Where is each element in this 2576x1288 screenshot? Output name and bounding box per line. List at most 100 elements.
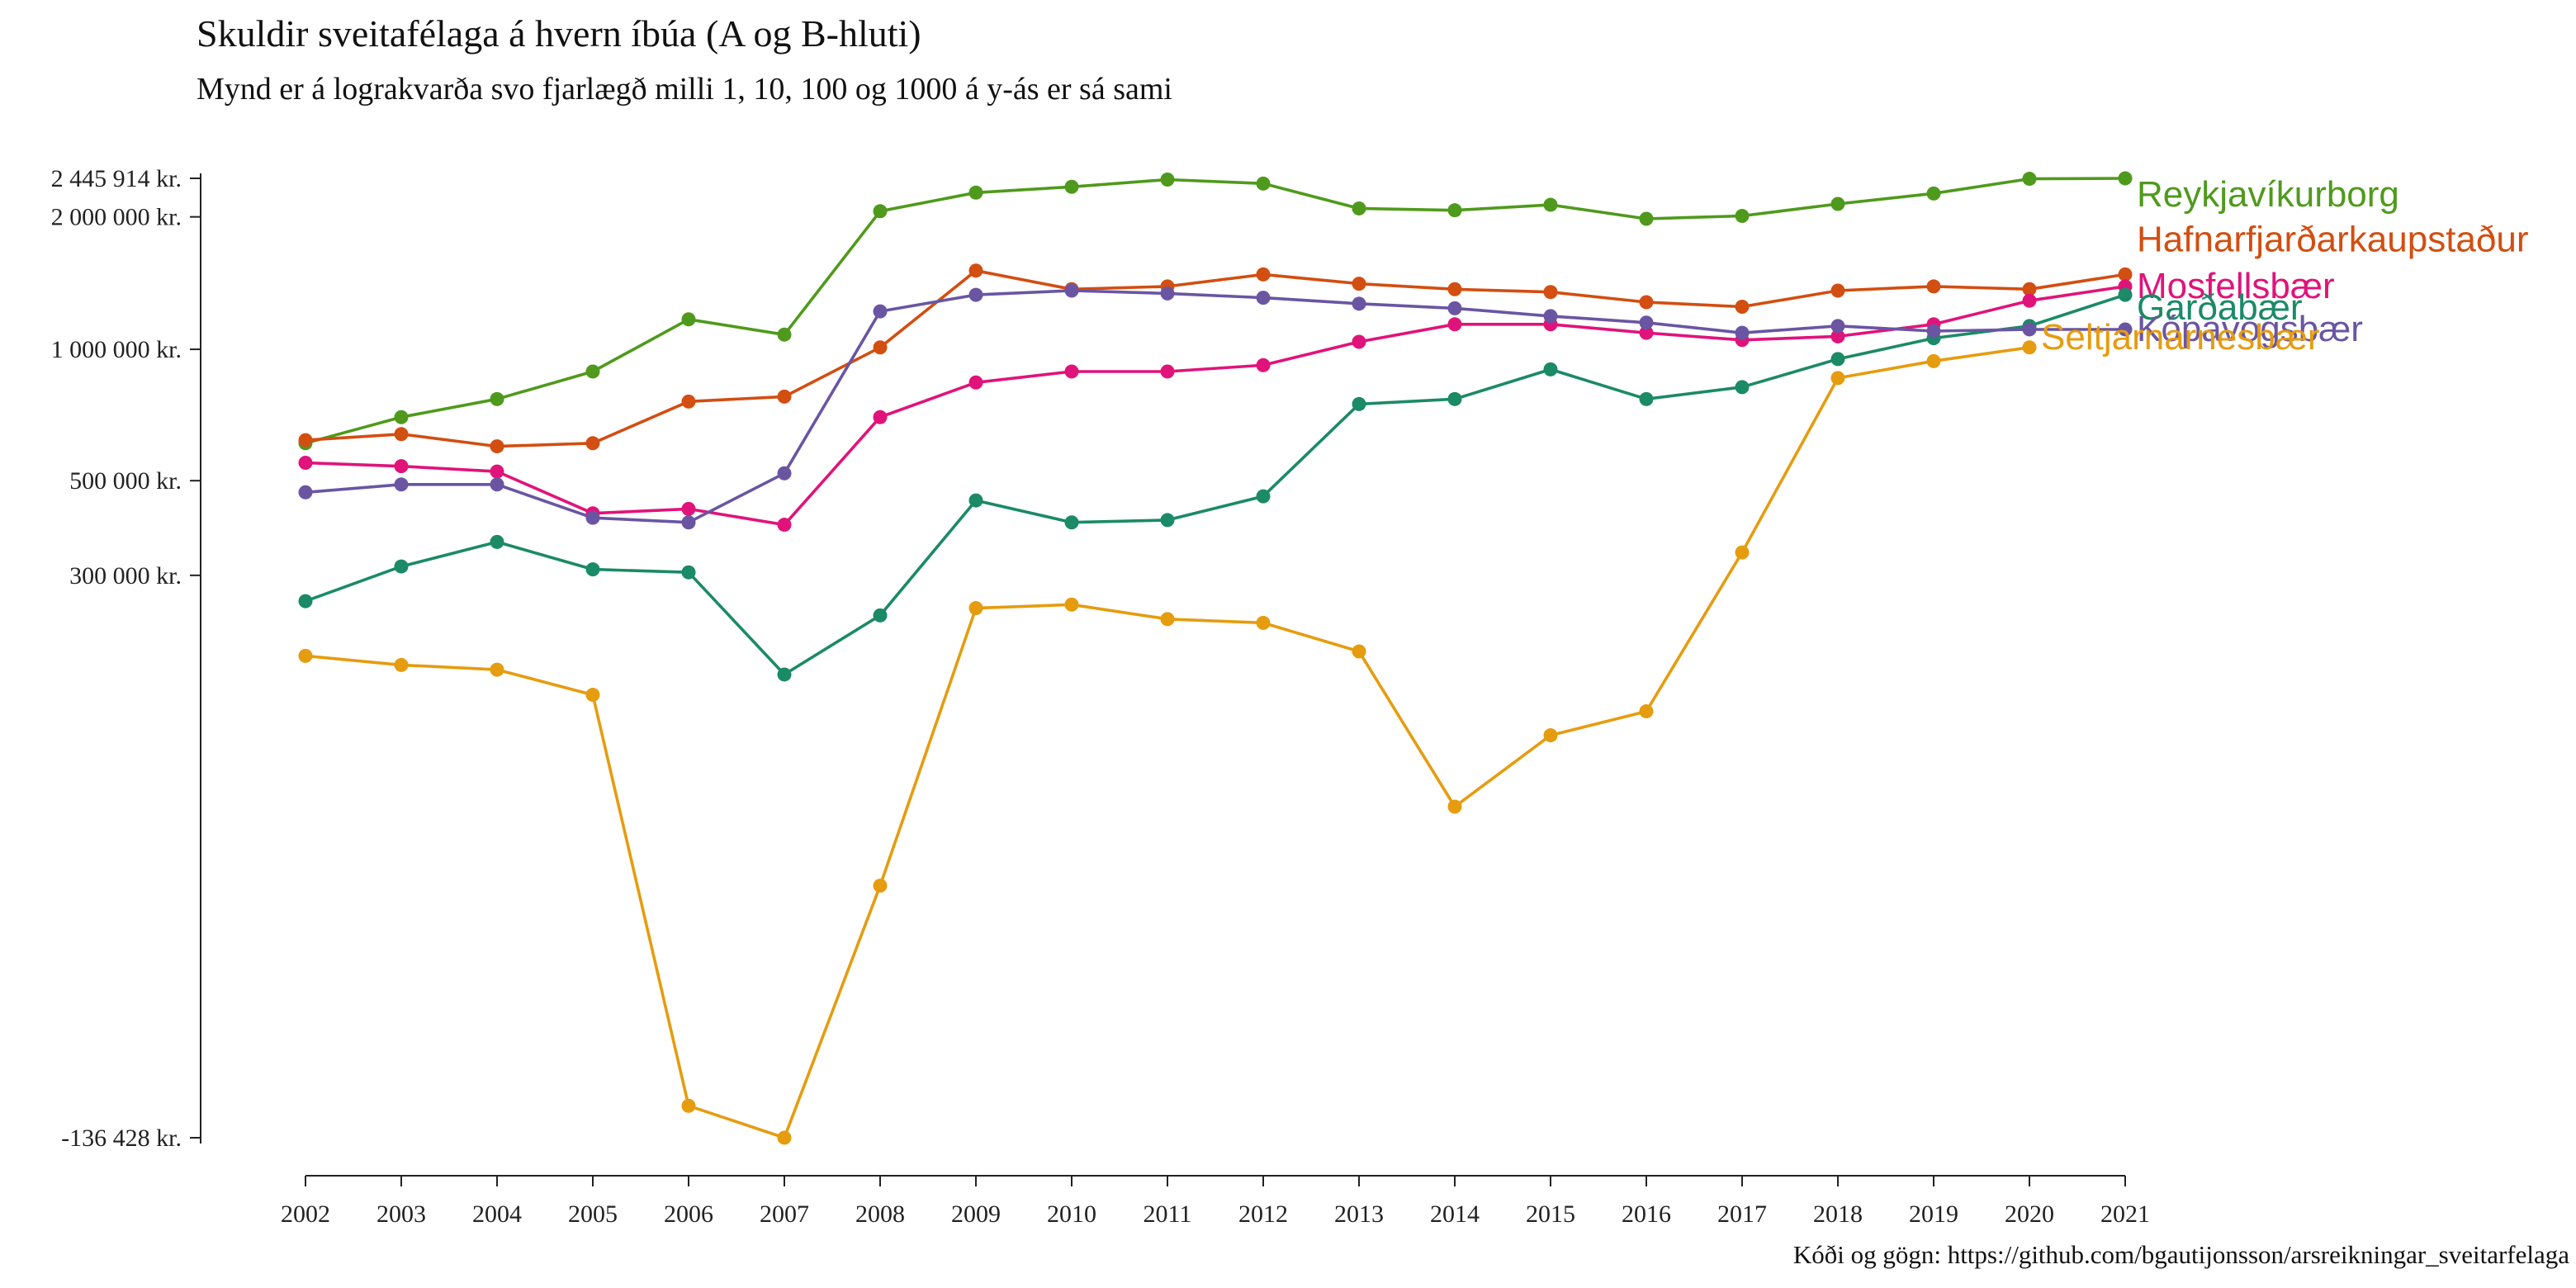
data-point [873, 340, 888, 355]
x-tick-label: 2019 [1909, 1200, 1958, 1228]
data-point [2118, 322, 2133, 337]
data-point [968, 185, 983, 200]
x-tick-label: 2011 [1144, 1200, 1192, 1228]
y-tick-label: 2 445 914 kr. [51, 165, 182, 192]
data-point [873, 304, 888, 319]
series-line [305, 177, 2126, 445]
x-tick-label: 2021 [2100, 1200, 2150, 1228]
data-point [1639, 391, 1654, 406]
data-point [681, 1098, 696, 1113]
y-tick-label: -136 428 kr. [61, 1125, 182, 1152]
data-point [1639, 325, 1654, 340]
data-point [1064, 364, 1079, 379]
data-point [1735, 299, 1750, 314]
data-point [394, 410, 409, 424]
data-point [777, 466, 792, 481]
data-point [1256, 176, 1271, 191]
data-point [1256, 267, 1271, 282]
data-point [1543, 197, 1558, 212]
data-point [2118, 287, 2133, 302]
y-axis: 2 445 914 kr. 2 000 000 kr. 1 000 000 kr. 5… [51, 165, 201, 1152]
series-label: Garðabær [2137, 287, 2303, 328]
data-point [1543, 728, 1558, 743]
data-point [1064, 283, 1079, 298]
data-point [2022, 172, 2037, 187]
x-tick-label: 2017 [1717, 1200, 1767, 1228]
data-point [1160, 173, 1175, 187]
data-point [1735, 325, 1750, 340]
data-point [1735, 545, 1750, 560]
data-point [1256, 358, 1271, 372]
series-line [305, 293, 2126, 676]
data-point [777, 327, 792, 342]
data-point [394, 427, 409, 442]
x-tick-label: 2010 [1047, 1200, 1096, 1228]
data-point [1735, 209, 1750, 224]
data-point [1447, 282, 1462, 296]
data-point [2022, 340, 2037, 355]
data-point [873, 204, 888, 219]
data-point [1447, 317, 1462, 332]
data-point [394, 477, 409, 492]
data-point [1256, 489, 1271, 504]
data-point [1926, 353, 1941, 368]
x-tick-label: 2012 [1238, 1200, 1288, 1228]
x-tick-label: 2002 [281, 1200, 330, 1228]
data-point [298, 433, 313, 447]
data-point [298, 594, 313, 608]
data-point [1160, 364, 1175, 379]
data-point [1735, 380, 1750, 395]
data-point [968, 287, 983, 302]
series-label: Seltjarnarnesbær [2041, 317, 2320, 358]
data-point [1926, 186, 1941, 201]
x-tick-label: 2020 [2005, 1200, 2054, 1228]
data-point [490, 477, 504, 492]
x-tick-label: 2018 [1813, 1200, 1863, 1228]
data-point [777, 518, 792, 533]
data-point [1830, 319, 1845, 334]
series-line [305, 269, 2126, 448]
data-point [1830, 283, 1845, 298]
x-axis: 2002 2003 2004 2005 2006 2007 2008 2009 2010 2011… [281, 1176, 2150, 1228]
data-point [1639, 295, 1654, 310]
data-point [490, 534, 504, 549]
data-point [1352, 396, 1366, 411]
data-point [585, 510, 600, 525]
data-point [681, 312, 696, 327]
data-point [585, 436, 600, 451]
data-point [681, 565, 696, 580]
series-line [305, 289, 2125, 524]
data-point [2118, 267, 2133, 282]
series-label: Kópavogsbær [2137, 309, 2363, 349]
data-point [1447, 391, 1462, 406]
data-point [2022, 322, 2037, 337]
data-point [873, 410, 888, 424]
data-point [681, 501, 696, 516]
data-point [490, 662, 504, 677]
x-tick-label: 2014 [1430, 1200, 1480, 1228]
x-tick-label: 2015 [1526, 1200, 1575, 1228]
x-tick-label: 2008 [855, 1200, 905, 1228]
x-tick-label: 2005 [568, 1200, 618, 1228]
data-point [1064, 515, 1079, 530]
data-point [1447, 799, 1462, 814]
data-point [968, 601, 983, 616]
data-point [1830, 197, 1845, 211]
data-point [1352, 644, 1366, 659]
chart-caption: Kóði og gögn: https://github.com/bgautij… [1792, 1240, 2569, 1269]
data-point [1064, 179, 1079, 194]
data-point [490, 464, 504, 479]
data-point [777, 389, 792, 404]
x-tick-label: 2003 [376, 1200, 426, 1228]
y-tick-label: 500 000 kr. [69, 467, 182, 495]
data-point [298, 455, 313, 470]
data-point [298, 648, 313, 663]
data-point [394, 657, 409, 672]
data-point [968, 375, 983, 390]
data-point [2022, 293, 2037, 308]
data-point [1830, 329, 1845, 343]
data-point [394, 559, 409, 574]
data-point [873, 878, 888, 893]
